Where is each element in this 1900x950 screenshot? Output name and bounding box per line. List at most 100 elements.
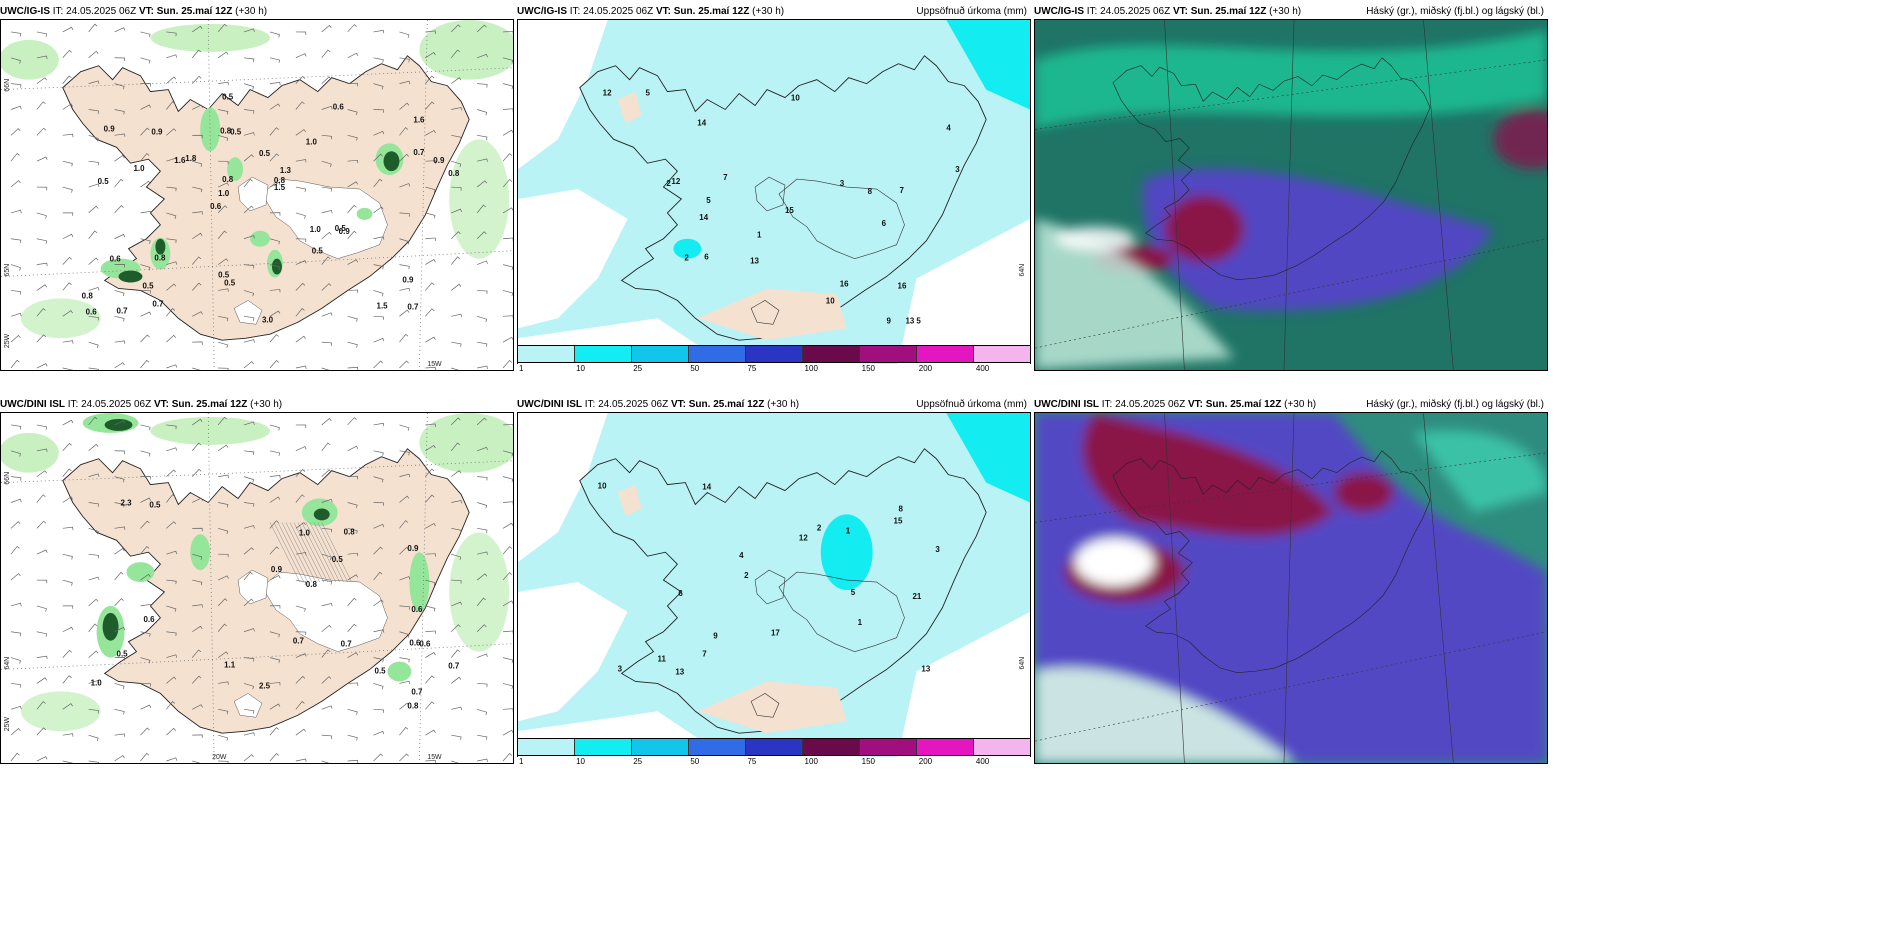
wind-gust-value: 2.5 (259, 681, 271, 690)
product-title: Háský (gr.), miðský (fj.bl.) og lágský (… (1366, 399, 1544, 410)
wind-gust-value: 0.5 (117, 650, 129, 659)
colorbar-swatch (917, 346, 974, 362)
precip-colorbar: 1 10 25 50 75 100 150 200 400 (517, 738, 1031, 766)
panel-header: UWC/DINI ISL IT: 24.05.2025 06Z VT: Sun.… (1034, 399, 1544, 410)
colorbar-tick: 10 (576, 757, 586, 766)
wind-gust-map: 0.5 0.8 0.6 0.7 1.0 0.5 0.9 0.5 0.6 1.0 0.5 0.7 0.6 2… (1, 413, 513, 763)
wind-gust-value: 0.6 (419, 640, 431, 649)
wind-gust-value: 0.9 (407, 544, 419, 553)
precip-value: 13 (675, 668, 684, 677)
colorbar-tick: 25 (633, 364, 643, 373)
map-panel: UWC/DINI ISL IT: 24.05.2025 06Z VT: Sun.… (517, 398, 1031, 794)
precip-value: 3 (955, 165, 960, 174)
wind-gust-value: 0.5 (142, 281, 154, 290)
panel-header: UWC/IG-IS IT: 24.05.2025 06Z VT: Sun. 25… (517, 6, 1027, 17)
precip-value: 10 (826, 296, 835, 305)
init-time: 24.05.2025 06Z (583, 6, 654, 17)
precip-value: 6 (704, 253, 709, 262)
colorbar-tick: 50 (690, 364, 700, 373)
precip-value: 6 (882, 219, 887, 228)
precip-value: 16 (840, 279, 849, 288)
axis-label: 64N (1019, 657, 1026, 670)
precip-value: 13 (921, 665, 930, 674)
precip-value: 2 (666, 179, 671, 188)
wind-gust-value: 0.5 (98, 177, 110, 186)
map-panel: UWC/DINI ISL IT: 24.05.2025 06Z VT: Sun.… (0, 398, 514, 764)
wind-gust-value: 0.5 (259, 149, 271, 158)
wind-gust-value: 0.7 (411, 687, 423, 696)
wind-gust-value: 1.0 (91, 678, 103, 687)
cloud-cover-map (1035, 413, 1547, 763)
precip-value: 10 (598, 482, 607, 491)
wind-gust-value: 0.7 (117, 306, 129, 315)
precip-value: 1 (846, 526, 851, 535)
colorbar-tick: 1 (519, 364, 524, 373)
lead-time: (+30 h) (767, 399, 800, 410)
map-frame: 1 2 5 6 5 14 13 14 6 8 7 10 12 9 5 16 15 3 4 7 13 12 10 2 16 3 64N (517, 19, 1031, 371)
precip-value: 12 (603, 89, 612, 98)
wind-gust-value: 0.9 (339, 227, 351, 236)
colorbar-swatch (803, 739, 860, 755)
axis-label: 15W (427, 361, 442, 368)
wind-gust-value: 1.5 (377, 301, 389, 310)
precip-value: 21 (912, 592, 921, 601)
map-frame: 0.5 0.8 0.6 0.7 1.0 0.5 0.9 0.5 0.6 1.0 0.5 0.7 0.6 2… (0, 412, 514, 764)
colorbar-tick: 400 (975, 364, 990, 373)
colorbar-swatch (689, 346, 746, 362)
precip-value: 13 (750, 257, 759, 266)
wind-gust-value: 1.5 (274, 183, 286, 192)
model-name: UWC/IG-IS (517, 6, 567, 17)
wind-gust-value: 0.7 (341, 640, 353, 649)
axis-label: 20W (212, 754, 227, 761)
model-name: UWC/DINI ISL (0, 399, 65, 410)
precip-value: 5 (646, 89, 651, 98)
panel-header: UWC/DINI ISL IT: 24.05.2025 06Z VT: Sun.… (0, 399, 283, 410)
wind-gust-value: 0.5 (230, 127, 242, 136)
axis-label: 15W (427, 754, 442, 761)
colorbar-swatch (746, 739, 803, 755)
colorbar-swatch (860, 346, 917, 362)
model-name: UWC/DINI ISL (1034, 399, 1099, 410)
product-title: Háský (gr.), miðský (fj.bl.) og lágský (… (1366, 6, 1544, 17)
axis-label: 64N (1019, 264, 1026, 277)
wind-gust-value: 0.5 (222, 93, 234, 102)
wind-gust-value: 1.3 (280, 166, 292, 175)
wind-gust-value: 1.0 (299, 528, 311, 537)
model-name: UWC/DINI ISL (517, 399, 582, 410)
wind-gust-value: 2.3 (121, 498, 133, 507)
precip-value: 11 (657, 655, 666, 664)
axis-label: 25W (4, 333, 11, 348)
wind-gust-value: 0.5 (312, 247, 324, 256)
colorbar-swatch (860, 739, 917, 755)
wind-gust-value: 0.8 (222, 175, 234, 184)
colorbar-swatch (632, 739, 689, 755)
precip-value: 4 (739, 551, 744, 560)
wind-gust-value: 0.5 (224, 278, 236, 287)
colorbar-tick: 150 (861, 757, 876, 766)
precip-value: 3 (935, 545, 940, 554)
wind-gust-value: 0.7 (448, 662, 460, 671)
precip-value: 5 (916, 316, 921, 325)
wind-gust-value: 0.6 (210, 202, 222, 211)
precip-value: 1 (858, 618, 863, 627)
precip-value: 3 (618, 665, 623, 674)
valid-time: VT: Sun. 25.maí 12Z (1187, 399, 1282, 410)
wind-gust-value: 1.0 (306, 137, 318, 146)
colorbar-swatch (974, 739, 1030, 755)
colorbar-swatch (518, 346, 575, 362)
map-panel: UWC/IG-IS IT: 24.05.2025 06Z VT: Sun. 25… (517, 5, 1031, 401)
wind-gust-value: 0.5 (332, 555, 344, 564)
wind-gust-value: 0.9 (402, 276, 414, 285)
wind-gust-value: 0.8 (306, 580, 318, 589)
map-panel: UWC/DINI ISL IT: 24.05.2025 06Z VT: Sun.… (1034, 398, 1548, 764)
wind-gust-value: 0.5 (335, 224, 347, 233)
map-frame (1034, 412, 1548, 764)
colorbar-tick: 10 (576, 364, 586, 373)
colorbar-swatch (689, 739, 746, 755)
map-frame (1034, 19, 1548, 371)
valid-time: VT: Sun. 25.maí 12Z (670, 399, 765, 410)
wind-gust-value: 0.7 (293, 637, 305, 646)
precip-value: 10 (791, 94, 800, 103)
model-name: UWC/IG-IS (0, 6, 50, 17)
